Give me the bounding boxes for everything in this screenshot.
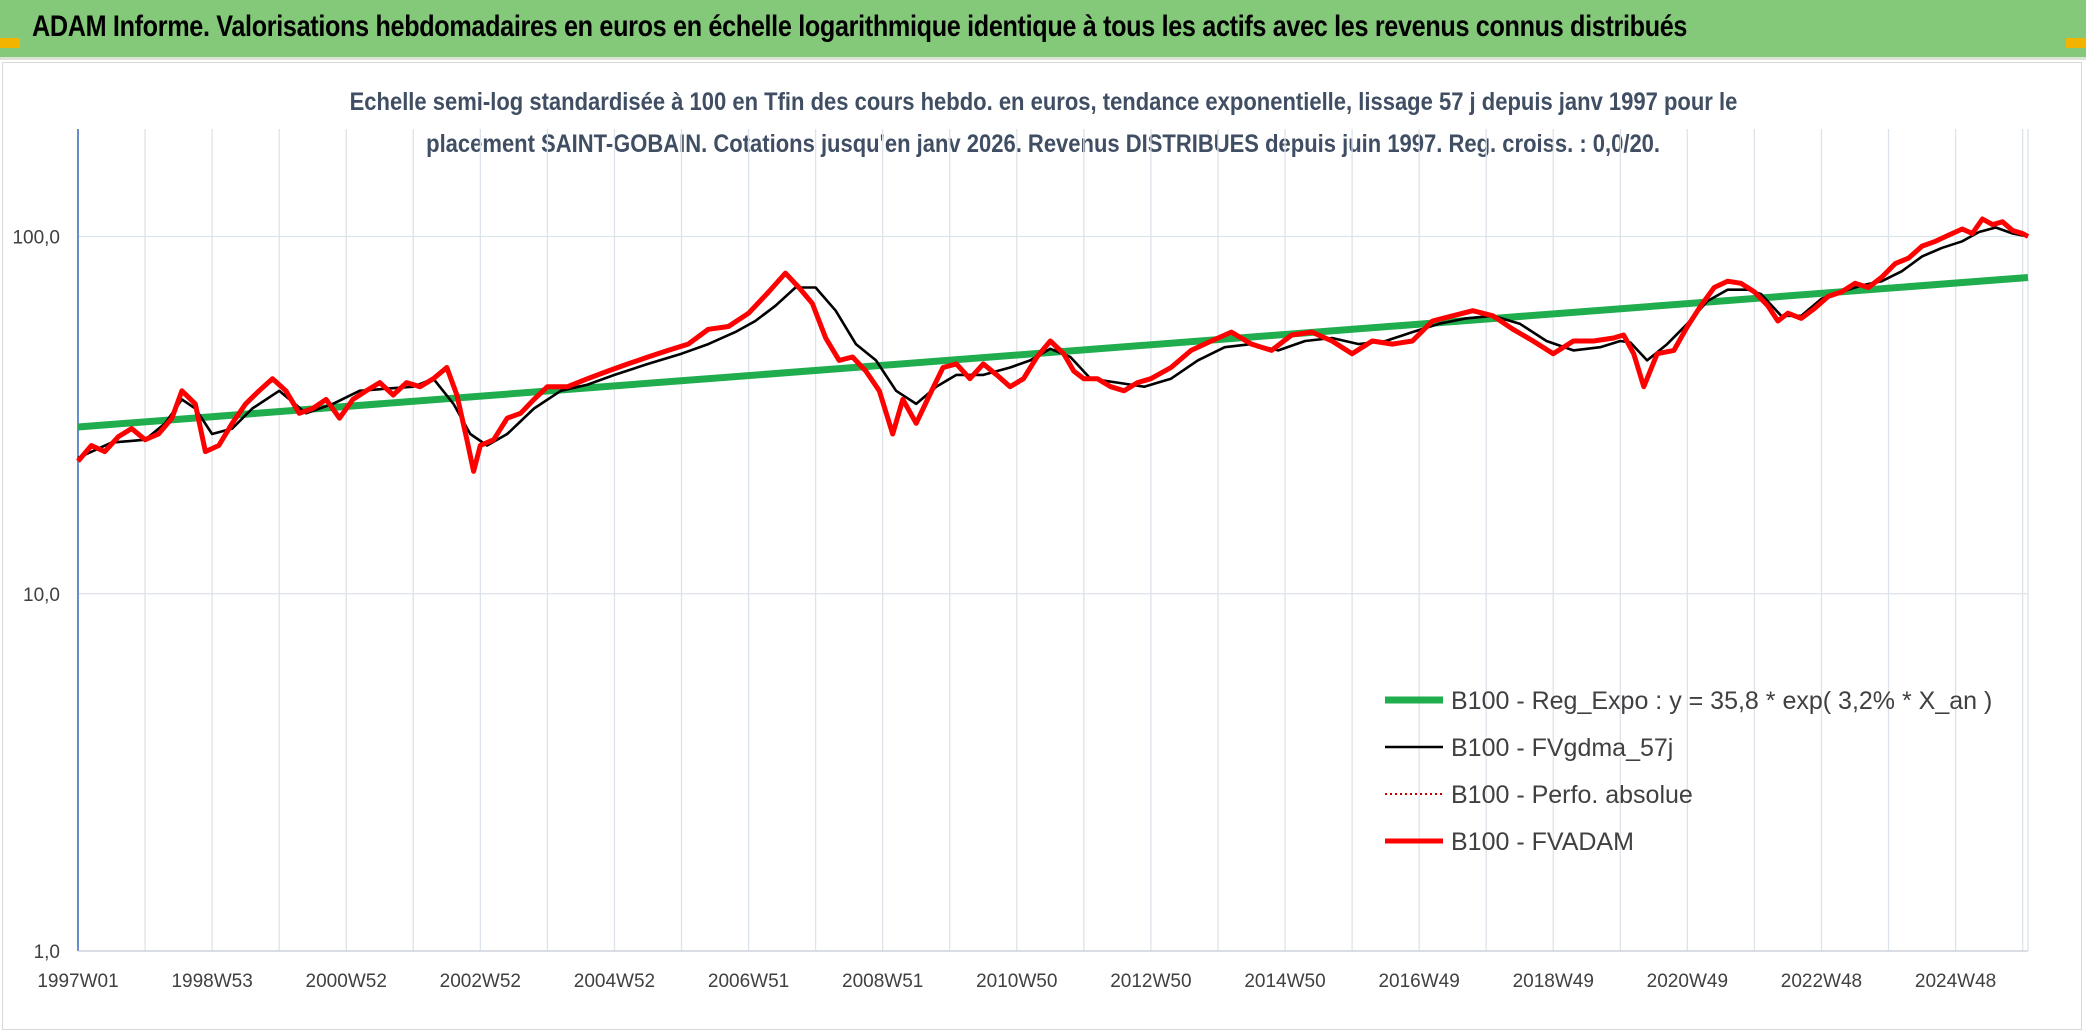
x-tick-label: 2022W48 — [1781, 971, 1862, 992]
y-tick-label: 1,0 — [34, 942, 60, 963]
x-tick-label: 2008W51 — [842, 971, 923, 992]
x-tick-label: 2016W49 — [1378, 971, 1459, 992]
y-tick-label: 100,0 — [12, 228, 60, 249]
x-tick-label: 2004W52 — [574, 971, 655, 992]
report-banner: ADAM Informe. Valorisations hebdomadaire… — [0, 0, 2086, 60]
x-tick-label: 2014W50 — [1244, 971, 1325, 992]
x-tick-label: 2024W48 — [1915, 971, 1996, 992]
x-tick-label: 2012W50 — [1110, 971, 1191, 992]
report-title: ADAM Informe. Valorisations hebdomadaire… — [32, 10, 1688, 43]
legend-label-3: B100 - FVADAM — [1451, 828, 1634, 856]
x-tick-label: 2020W49 — [1647, 971, 1728, 992]
chart-frame — [2, 62, 2082, 1030]
chart-axes: 100,0 10,0 1,0 1997W01 1998W53 2000W52 2002W52… — [12, 129, 2028, 992]
legend-label-0: B100 - Reg_Expo : y = 35,8 * exp( 3,2% *… — [1451, 687, 1992, 715]
y-tick-label: 10,0 — [23, 585, 60, 606]
x-tick-label: 2002W52 — [440, 971, 521, 992]
series-line-0 — [77, 274, 2029, 431]
corner-marker-left — [0, 38, 20, 48]
x-tick-label: 2018W49 — [1513, 971, 1594, 992]
chart-legend: B100 - Reg_Expo : y = 35,8 * exp( 3,2% *… — [1385, 687, 1992, 856]
x-tick-label: 1998W53 — [171, 971, 252, 992]
corner-marker-right — [2066, 38, 2086, 48]
series-line-3 — [76, 216, 2030, 474]
x-tick-label: 2006W51 — [708, 971, 789, 992]
chart-grid — [77, 129, 2029, 952]
chart-title-line-2: placement SAINT-GOBAIN. Cotations jusqu'… — [426, 130, 1660, 158]
chart-title-line-1: Echelle semi-log standardisée à 100 en T… — [349, 88, 1737, 116]
x-tick-label: 2010W50 — [976, 971, 1057, 992]
legend-label-2: B100 - Perfo. absolue — [1451, 781, 1693, 809]
chart-series — [76, 216, 2030, 474]
x-tick-label: 2000W52 — [306, 971, 387, 992]
x-tick-label: 1997W01 — [37, 971, 118, 992]
legend-label-1: B100 - FVgdma_57j — [1451, 734, 1673, 762]
